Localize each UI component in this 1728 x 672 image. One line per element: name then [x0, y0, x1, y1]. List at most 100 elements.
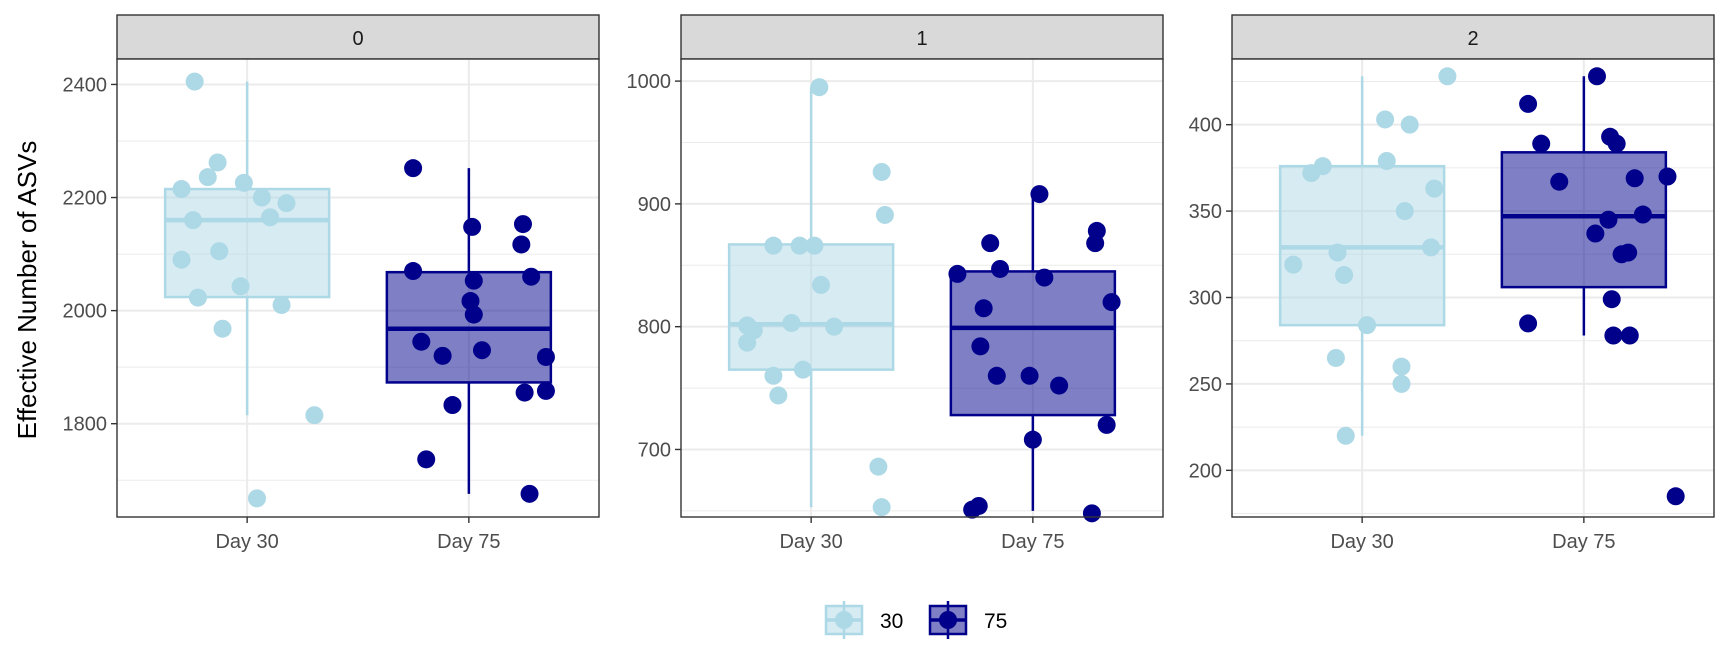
- data-point: [1377, 151, 1396, 170]
- y-tick-label: 800: [638, 317, 671, 339]
- facet-strip: [680, 14, 1164, 60]
- data-point: [738, 333, 757, 352]
- data-point: [184, 211, 203, 230]
- data-point: [1395, 202, 1414, 221]
- data-point: [536, 347, 555, 366]
- data-point: [513, 215, 532, 234]
- y-tick-label: 2400: [63, 74, 108, 96]
- data-point: [231, 277, 250, 296]
- data-point: [811, 275, 830, 294]
- data-point: [1586, 224, 1605, 243]
- data-point: [1082, 504, 1101, 523]
- data-point: [769, 386, 788, 405]
- data-point: [536, 381, 555, 400]
- data-point: [875, 205, 894, 224]
- data-point: [981, 234, 1000, 253]
- data-point: [185, 72, 204, 91]
- data-point: [805, 236, 824, 255]
- y-tick-label: 200: [1189, 460, 1222, 482]
- facet-strip-label: 0: [352, 28, 363, 50]
- data-point: [512, 235, 531, 254]
- data-point: [277, 194, 296, 213]
- facet-strip: [116, 14, 600, 60]
- data-point: [1086, 234, 1105, 253]
- data-point: [417, 450, 436, 469]
- data-point: [172, 250, 191, 269]
- data-point: [790, 236, 809, 255]
- group-30: [163, 72, 331, 508]
- data-point: [461, 292, 480, 311]
- x-tick-label: Day 30: [779, 531, 842, 553]
- data-point: [1284, 255, 1303, 274]
- data-point: [1519, 314, 1538, 333]
- data-point: [948, 264, 967, 283]
- data-point: [188, 288, 207, 307]
- data-point: [252, 188, 271, 207]
- x-tick-label: Day 30: [1330, 531, 1393, 553]
- data-point: [1438, 67, 1457, 86]
- data-point: [869, 457, 888, 476]
- legend-label: 30: [880, 610, 903, 633]
- data-point: [198, 168, 217, 187]
- data-point: [810, 78, 829, 97]
- data-point: [1666, 487, 1685, 506]
- y-tick-label: 1800: [63, 414, 108, 436]
- data-point: [472, 341, 491, 360]
- facet-strip-label: 1: [916, 28, 927, 50]
- data-point: [1550, 172, 1569, 191]
- legend-key-point: [835, 611, 853, 629]
- data-point: [1620, 326, 1639, 345]
- data-point: [1619, 243, 1638, 262]
- y-tick-label: 250: [1189, 374, 1222, 396]
- data-point: [261, 208, 280, 227]
- data-point: [825, 317, 844, 336]
- facet-panel-0: 0 1800 2000 2200 2400 Day 30 Day 75: [63, 14, 600, 553]
- data-point: [1532, 134, 1551, 153]
- data-point: [1035, 268, 1054, 287]
- group-75: [948, 185, 1121, 523]
- data-point: [443, 396, 462, 415]
- data-point: [1633, 205, 1652, 224]
- legend-entry-75: 75: [928, 601, 1007, 639]
- data-point: [412, 332, 431, 351]
- panel-border: [1231, 58, 1715, 518]
- data-point: [464, 305, 483, 324]
- data-point: [764, 366, 783, 385]
- data-point: [1425, 179, 1444, 198]
- data-point: [1392, 374, 1411, 393]
- data-point: [971, 337, 990, 356]
- panel-border: [116, 58, 600, 518]
- x-tick-label: Day 75: [1552, 531, 1615, 553]
- facet-strip-label: 2: [1467, 28, 1478, 50]
- data-point: [515, 383, 534, 402]
- data-point: [974, 299, 993, 318]
- data-point: [1302, 164, 1321, 183]
- data-point: [1023, 430, 1042, 449]
- panel-border: [680, 58, 1164, 518]
- data-point: [1400, 115, 1419, 134]
- data-point: [1625, 169, 1644, 188]
- data-point: [433, 346, 452, 365]
- data-point: [1102, 293, 1121, 312]
- y-tick-label: 400: [1189, 115, 1222, 137]
- y-tick-label: 2000: [63, 301, 108, 323]
- y-tick-label: 900: [638, 194, 671, 216]
- data-point: [272, 295, 291, 314]
- data-point: [463, 217, 482, 236]
- data-point: [1422, 238, 1441, 257]
- data-point: [1376, 110, 1395, 129]
- y-tick-label: 2200: [63, 188, 108, 210]
- data-point: [404, 159, 423, 178]
- data-point: [520, 484, 539, 503]
- data-point: [1519, 94, 1538, 113]
- data-point: [1020, 366, 1039, 385]
- data-point: [793, 360, 812, 379]
- data-point: [1097, 415, 1116, 434]
- box: [727, 243, 895, 371]
- data-point: [1599, 210, 1618, 229]
- data-point: [1030, 185, 1049, 204]
- y-tick-label: 300: [1189, 288, 1222, 310]
- x-tick-label: Day 75: [1001, 531, 1064, 553]
